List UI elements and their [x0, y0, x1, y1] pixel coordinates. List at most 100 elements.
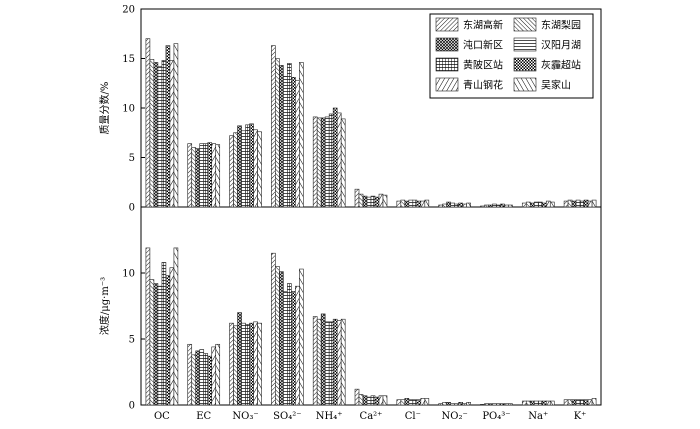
bar-mass-fraction — [496, 204, 501, 208]
legend-label: 灰霾超站 — [541, 59, 581, 72]
bar-concentration — [416, 399, 422, 406]
bar-concentration — [153, 283, 159, 406]
bar-concentration — [529, 400, 535, 406]
category-label: OC — [154, 411, 170, 422]
bar-mass-fraction — [458, 202, 463, 208]
bar-mass-fraction — [336, 112, 342, 208]
bar-concentration — [199, 349, 205, 406]
category-label: Cl⁻ — [405, 411, 421, 422]
bar-mass-fraction — [165, 45, 171, 208]
bar-concentration — [165, 275, 171, 406]
bar-concentration — [271, 252, 276, 406]
bar-concentration — [537, 400, 543, 406]
bar-mass-fraction — [366, 196, 372, 208]
bar-mass-fraction — [416, 200, 422, 208]
bar-mass-fraction — [187, 143, 193, 208]
legend-swatch — [435, 17, 459, 32]
bar-concentration — [275, 266, 280, 406]
bar-concentration — [316, 318, 322, 406]
bar-mass-fraction — [328, 113, 334, 208]
bar-mass-fraction — [450, 202, 455, 208]
bar-mass-fraction — [374, 196, 380, 208]
bar-mass-fraction — [279, 65, 284, 208]
bar-mass-fraction — [207, 142, 213, 208]
bar-mass-fraction — [195, 148, 201, 208]
bar-concentration — [332, 318, 338, 406]
top-panel-ylabel: 质量分数/% — [98, 82, 111, 135]
bar-concentration — [533, 400, 539, 406]
legend-box — [429, 13, 594, 99]
bar-mass-fraction — [199, 143, 205, 208]
bar-concentration — [480, 404, 485, 406]
bar-concentration — [358, 394, 364, 406]
bar-concentration — [408, 399, 414, 406]
bar-concentration — [458, 402, 463, 406]
bar-concentration — [382, 395, 388, 406]
bar-mass-fraction — [549, 201, 555, 208]
bar-mass-fraction — [215, 144, 221, 208]
bottom-panel-ylabel: 浓度/μg·m⁻³ — [98, 277, 111, 335]
legend-label: 东湖梨园 — [541, 19, 581, 32]
bar-concentration — [575, 399, 581, 406]
bar-mass-fraction — [462, 203, 467, 208]
bar-concentration — [462, 403, 467, 406]
bar-concentration — [173, 247, 179, 406]
ytick-label: 10 — [122, 269, 135, 280]
ytick-label: 20 — [122, 5, 135, 16]
bar-concentration — [404, 398, 410, 406]
bar-concentration — [563, 399, 569, 406]
bar-mass-fraction — [412, 199, 418, 208]
bar-concentration — [257, 322, 262, 406]
bar-concentration — [203, 353, 209, 406]
legend-label: 黄陂区站 — [463, 59, 503, 72]
bar-mass-fraction — [203, 143, 209, 208]
bar-mass-fraction — [340, 118, 346, 208]
bar-concentration — [488, 403, 493, 406]
bar-mass-fraction — [233, 132, 238, 208]
bar-mass-fraction — [442, 203, 447, 208]
bar-concentration — [450, 403, 455, 406]
bar-concentration — [241, 322, 246, 406]
bar-mass-fraction — [145, 38, 151, 208]
ytick-label: 5 — [129, 335, 135, 346]
category-label: PO₄³⁻ — [482, 411, 510, 422]
bar-concentration — [145, 247, 151, 406]
bar-concentration — [229, 322, 234, 406]
bar-mass-fraction — [504, 204, 509, 208]
bar-mass-fraction — [408, 199, 414, 208]
legend-label: 吴家山 — [541, 79, 571, 92]
legend-swatch — [513, 17, 537, 32]
bar-concentration — [541, 400, 547, 406]
category-label: Ca²⁺ — [360, 411, 383, 422]
bar-concentration — [396, 399, 402, 406]
bar-concentration — [579, 399, 585, 406]
bar-mass-fraction — [533, 201, 539, 208]
legend-label: 青山钢花 — [463, 79, 503, 92]
bar-mass-fraction — [545, 200, 551, 208]
bar-concentration — [454, 403, 459, 406]
bar-concentration — [287, 283, 292, 406]
bar-concentration — [366, 396, 372, 406]
bar-mass-fraction — [378, 193, 384, 208]
bar-concentration — [291, 291, 296, 406]
bar-concentration — [591, 398, 597, 406]
bar-concentration — [492, 403, 497, 406]
bar-concentration — [374, 396, 380, 406]
bar-mass-fraction — [567, 199, 573, 208]
bar-concentration — [320, 313, 326, 406]
bar-mass-fraction — [295, 79, 300, 208]
bar-mass-fraction — [583, 199, 589, 208]
bar-concentration — [279, 271, 284, 406]
bar-mass-fraction — [454, 203, 459, 208]
bar-mass-fraction — [537, 201, 543, 208]
bar-mass-fraction — [571, 200, 577, 208]
bar-mass-fraction — [420, 200, 426, 208]
bar-mass-fraction — [324, 116, 330, 208]
bar-concentration — [328, 321, 334, 406]
ytick-label: 0 — [129, 401, 135, 412]
bar-concentration — [211, 346, 217, 406]
bar-mass-fraction — [525, 201, 531, 208]
bar-concentration — [312, 316, 318, 406]
ytick-label: 0 — [129, 203, 135, 214]
